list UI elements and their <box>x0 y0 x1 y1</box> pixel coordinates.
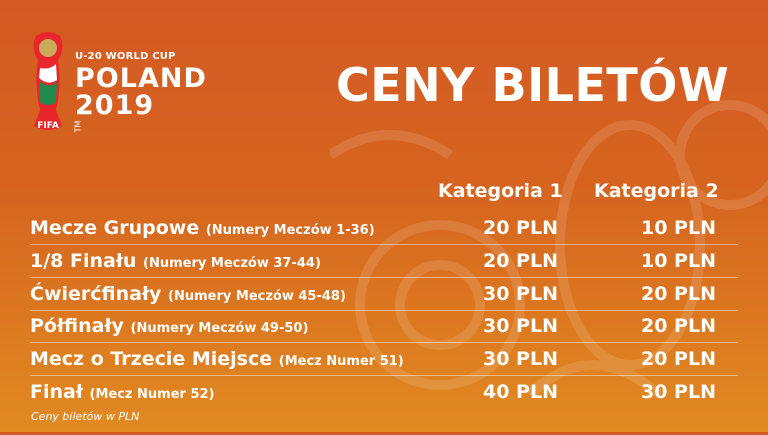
header-category-1: Kategoria 1 <box>438 180 563 202</box>
table-row: Półfinały (Numery Meczów 49-50) 30 PLN 2… <box>30 309 738 343</box>
price-cat2: 10 PLN <box>641 250 716 272</box>
row-name: Mecz o Trzecie Miejsce <box>30 348 273 370</box>
table-row: 1/8 Finału (Numery Meczów 37-44) 20 PLN … <box>30 244 738 278</box>
page-title: CENY BILETÓW <box>336 58 730 112</box>
price-cat1: 30 PLN <box>483 348 558 370</box>
price-cat1: 20 PLN <box>483 250 558 272</box>
price-cat1: 30 PLN <box>483 283 558 305</box>
price-cat1: 40 PLN <box>483 381 558 403</box>
row-detail: (Numery Meczów 37-44) <box>143 256 321 271</box>
table-row: Ćwierćfinały (Numery Meczów 45-48) 30 PL… <box>30 277 738 311</box>
price-cat2: 20 PLN <box>641 315 716 337</box>
row-detail: (Numery Meczów 49-50) <box>130 321 309 336</box>
price-cat2: 30 PLN <box>641 381 716 403</box>
price-cat1: 30 PLN <box>483 315 558 337</box>
row-name: Półfinały <box>30 315 124 337</box>
fifa-badge: FIFA <box>37 121 59 131</box>
row-name: Finał <box>30 381 83 403</box>
row-name: 1/8 Finału <box>30 250 137 272</box>
folk-pattern-decoration <box>330 100 768 399</box>
table-row: Finał (Mecz Numer 52) 40 PLN 30 PLN <box>30 375 738 408</box>
row-detail: (Numery Meczów 45-48) <box>168 289 346 304</box>
row-detail: (Mecz Numer 51) <box>278 354 404 369</box>
row-name: Mecze Grupowe <box>30 217 200 239</box>
logo-line-1: U-20 WORLD CUP <box>75 51 176 62</box>
fifa-u20-trophy-logo: FIFA <box>28 30 68 139</box>
logo-line-2: POLAND <box>75 63 207 94</box>
price-cat2: 10 PLN <box>641 217 716 239</box>
price-cat2: 20 PLN <box>641 283 716 305</box>
row-detail: (Numery Meczów 1-36) <box>205 223 375 238</box>
price-cat2: 20 PLN <box>641 348 716 370</box>
table-row: Mecz o Trzecie Miejsce (Mecz Numer 51) 3… <box>30 342 738 376</box>
row-name: Ćwierćfinały <box>30 283 162 305</box>
row-detail: (Mecz Numer 52) <box>89 387 215 402</box>
table-row: Mecze Grupowe (Numery Meczów 1-36) 20 PL… <box>30 211 738 245</box>
logo-line-3: 2019 <box>75 90 155 121</box>
price-cat1: 20 PLN <box>483 217 558 239</box>
footnote: Ceny biletów w PLN <box>31 410 140 423</box>
logo-wordmark: U-20 WORLD CUP POLAND 2019 <box>75 51 207 121</box>
header-category-2: Kategoria 2 <box>594 180 719 202</box>
trademark: TM <box>73 120 83 133</box>
